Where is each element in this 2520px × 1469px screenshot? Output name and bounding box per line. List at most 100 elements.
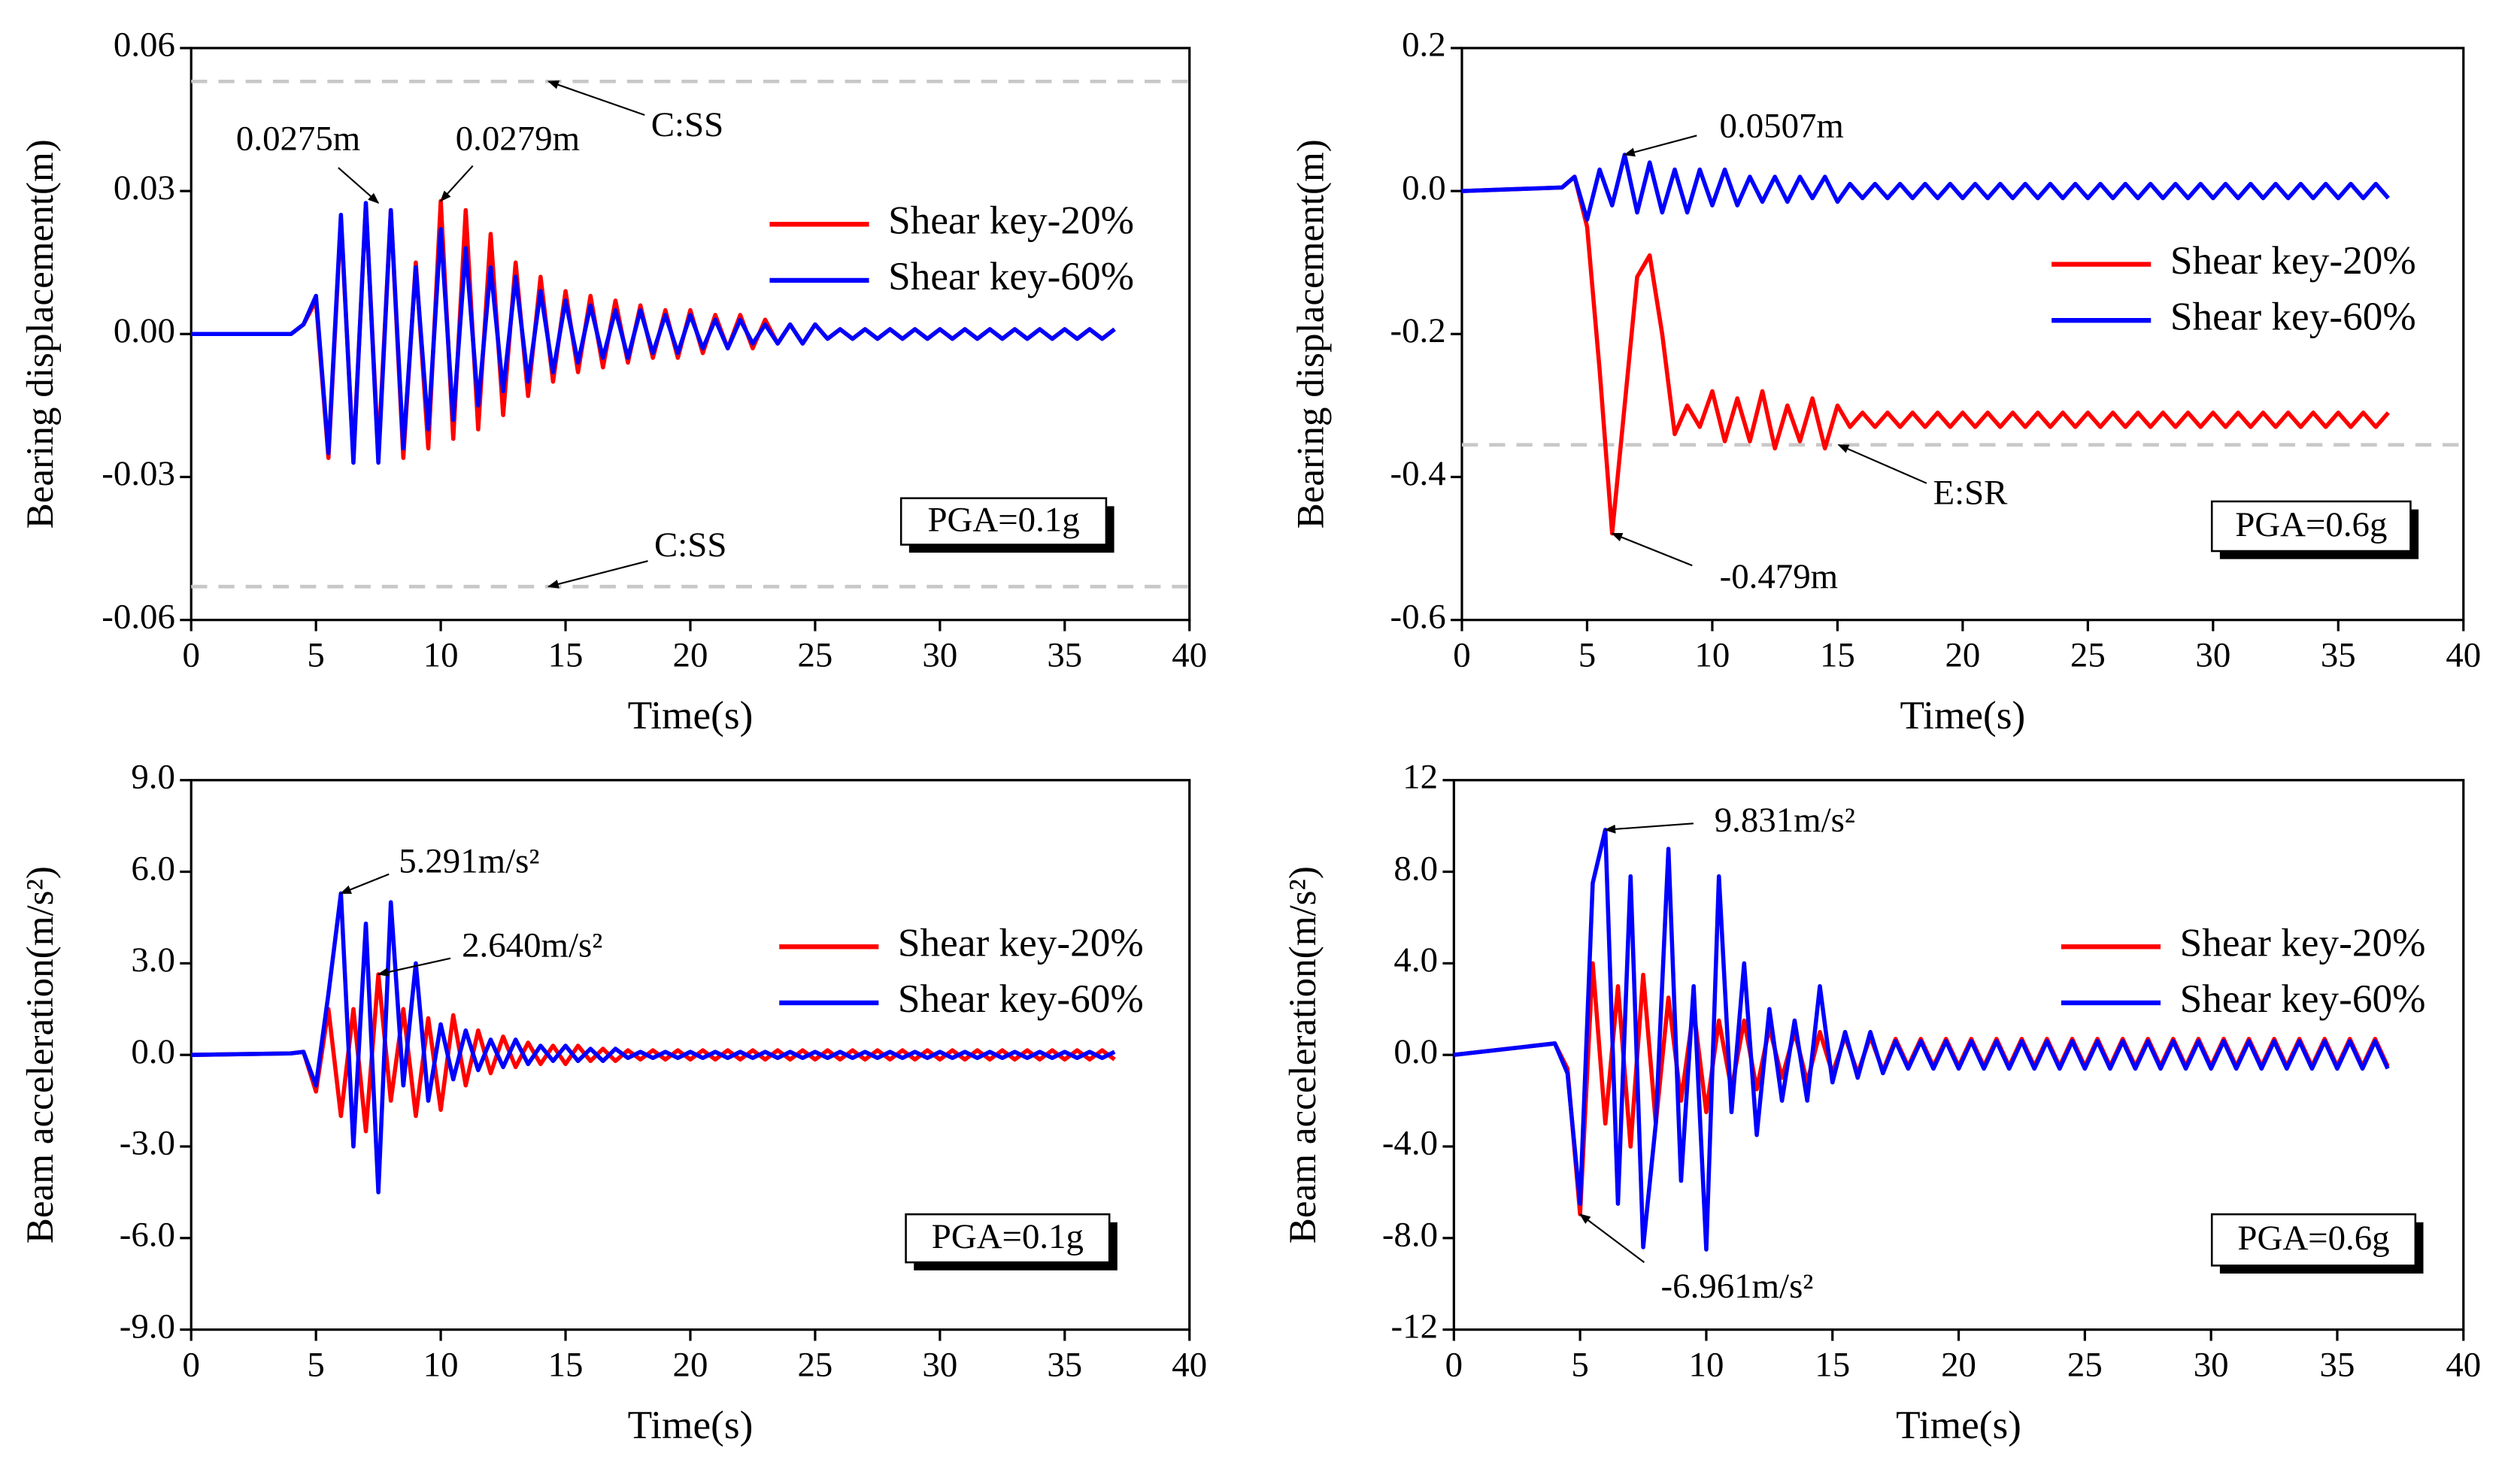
note-box	[899, 497, 1108, 546]
note-label: PGA=0.1g	[927, 500, 1079, 539]
legend-label: Shear key-20%	[2180, 921, 2426, 965]
annotation-arrow	[1611, 532, 1693, 567]
x-axis-label: Time(s)	[628, 1403, 754, 1447]
y-tick-label: 9.0	[131, 757, 175, 796]
x-tick-label: 20	[673, 1346, 708, 1385]
series-line	[1461, 174, 2390, 536]
y-tick-label: 0.0	[1393, 1032, 1438, 1071]
series-line	[1461, 153, 2390, 222]
y-tick-label: 6.0	[131, 849, 175, 888]
y-tick-label: 4.0	[1393, 940, 1438, 980]
x-tick-label: 30	[922, 636, 957, 675]
note-box	[2210, 1213, 2417, 1267]
x-axis-label: Time(s)	[1896, 1403, 2021, 1447]
x-tick-label: 5	[307, 1346, 324, 1385]
y-tick-label: -0.06	[102, 597, 175, 636]
reference-arrow	[1837, 444, 1927, 484]
legend-label: Shear key-60%	[898, 977, 1144, 1021]
x-tick-label: 0	[182, 636, 199, 675]
x-tick-label: 30	[2195, 636, 2230, 675]
y-axis-label: Bearing displacement(m)	[1290, 139, 1333, 529]
legend-label: Shear key-20%	[898, 921, 1144, 965]
annotation-arrow	[377, 957, 451, 977]
y-tick-label: 3.0	[131, 940, 175, 980]
x-tick-label: 25	[797, 1346, 832, 1385]
x-tick-label: 0	[1445, 1346, 1463, 1385]
y-tick-label: -0.03	[102, 454, 175, 493]
note-label: PGA=0.6g	[2237, 1219, 2389, 1258]
x-tick-label: 15	[548, 636, 584, 675]
note-label: PGA=0.6g	[2235, 505, 2387, 544]
annotation-label: 2.640m/s²	[462, 926, 602, 965]
x-tick-label: 15	[1815, 1346, 1850, 1385]
x-tick-label: 20	[1941, 1346, 1976, 1385]
y-tick-label: -3.0	[120, 1124, 175, 1163]
note-box	[2210, 500, 2412, 553]
reference-label: E:SR	[1933, 474, 2008, 513]
reference-arrow	[547, 80, 645, 117]
x-tick-label: 10	[1695, 636, 1730, 675]
x-tick-label: 35	[1047, 1346, 1082, 1385]
y-tick-label: -9.0	[120, 1307, 175, 1346]
x-tick-label: 20	[1945, 636, 1980, 675]
annotation-label: -6.961m/s²	[1661, 1267, 1814, 1306]
y-axis-label: Beam acceleration(m/s²)	[19, 866, 62, 1243]
reference-arrow	[547, 560, 648, 589]
x-tick-label: 30	[2194, 1346, 2229, 1385]
annotation-label: 0.0279m	[456, 119, 580, 158]
legend-label: Shear key-60%	[888, 254, 1134, 298]
annotation-arrow	[1578, 1213, 1645, 1263]
x-tick-label: 0	[1453, 636, 1470, 675]
y-tick-label: 0.2	[1402, 26, 1446, 65]
y-tick-label: -6.0	[120, 1216, 175, 1255]
legend-label: Shear key-60%	[2180, 977, 2426, 1021]
x-tick-label: 35	[2321, 636, 2356, 675]
x-tick-label: 5	[1571, 1346, 1588, 1385]
annotation-label: -0.479m	[1720, 557, 1839, 596]
x-tick-label: 40	[1172, 1346, 1207, 1385]
x-tick-label: 25	[797, 636, 832, 675]
annotation-label: 5.291m/s²	[399, 842, 539, 881]
x-tick-label: 20	[673, 636, 708, 675]
x-tick-label: 10	[423, 1346, 459, 1385]
x-tick-label: 35	[2320, 1346, 2355, 1385]
x-tick-label: 10	[423, 636, 459, 675]
y-tick-label: 12	[1403, 757, 1438, 796]
x-tick-label: 5	[307, 636, 324, 675]
x-tick-label: 15	[1820, 636, 1855, 675]
y-tick-label: 0.0	[1402, 168, 1446, 207]
y-tick-label: 0.03	[114, 168, 175, 207]
x-tick-label: 30	[922, 1346, 957, 1385]
x-tick-label: 0	[182, 1346, 199, 1385]
y-axis-label: Bearing displacement(m)	[19, 139, 62, 529]
chart: 0 5 10 15 20 25 30 35 40 -0.6 -0.4 -0.2 0.0 0.2 Time(s…	[1290, 26, 2482, 738]
x-tick-label: 25	[2070, 636, 2106, 675]
x-tick-label: 35	[1047, 636, 1082, 675]
chart: 0 5 10 15 20 25 30 35 40 -0.06 -0.03 0.00 0.03 0.06 Ti…	[19, 26, 1207, 738]
annotation-arrow	[338, 167, 380, 204]
legend-label: Shear key-20%	[888, 198, 1134, 243]
annotation-arrow	[339, 873, 390, 895]
x-tick-label: 10	[1689, 1346, 1724, 1385]
y-tick-label: -12	[1391, 1307, 1438, 1346]
x-tick-label: 5	[1578, 636, 1596, 675]
y-tick-label: -8.0	[1382, 1216, 1438, 1255]
x-axis-label: Time(s)	[1900, 693, 2026, 738]
note-label: PGA=0.1g	[932, 1217, 1084, 1256]
x-tick-label: 40	[2446, 636, 2481, 675]
annotation-arrow	[440, 165, 474, 202]
annotation-label: 0.0507m	[1720, 107, 1844, 146]
y-tick-label: -0.2	[1390, 311, 1445, 350]
y-tick-label: -0.4	[1390, 454, 1445, 493]
series-line	[191, 201, 1116, 465]
x-tick-label: 25	[2067, 1346, 2103, 1385]
y-tick-label: -0.6	[1390, 597, 1445, 636]
reference-label: C:SS	[654, 526, 726, 565]
note-box	[905, 1213, 1111, 1264]
chart: 0 5 10 15 20 25 30 35 40 -12 -8.0 -4.0 0.0 4.0 8.0 12 Ti…	[1281, 757, 2481, 1446]
annotation-label: 0.0275m	[236, 120, 360, 159]
legend-label: Shear key-60%	[2170, 294, 2416, 338]
reference-label: C:SS	[651, 105, 723, 144]
series-line	[1454, 828, 2390, 1252]
